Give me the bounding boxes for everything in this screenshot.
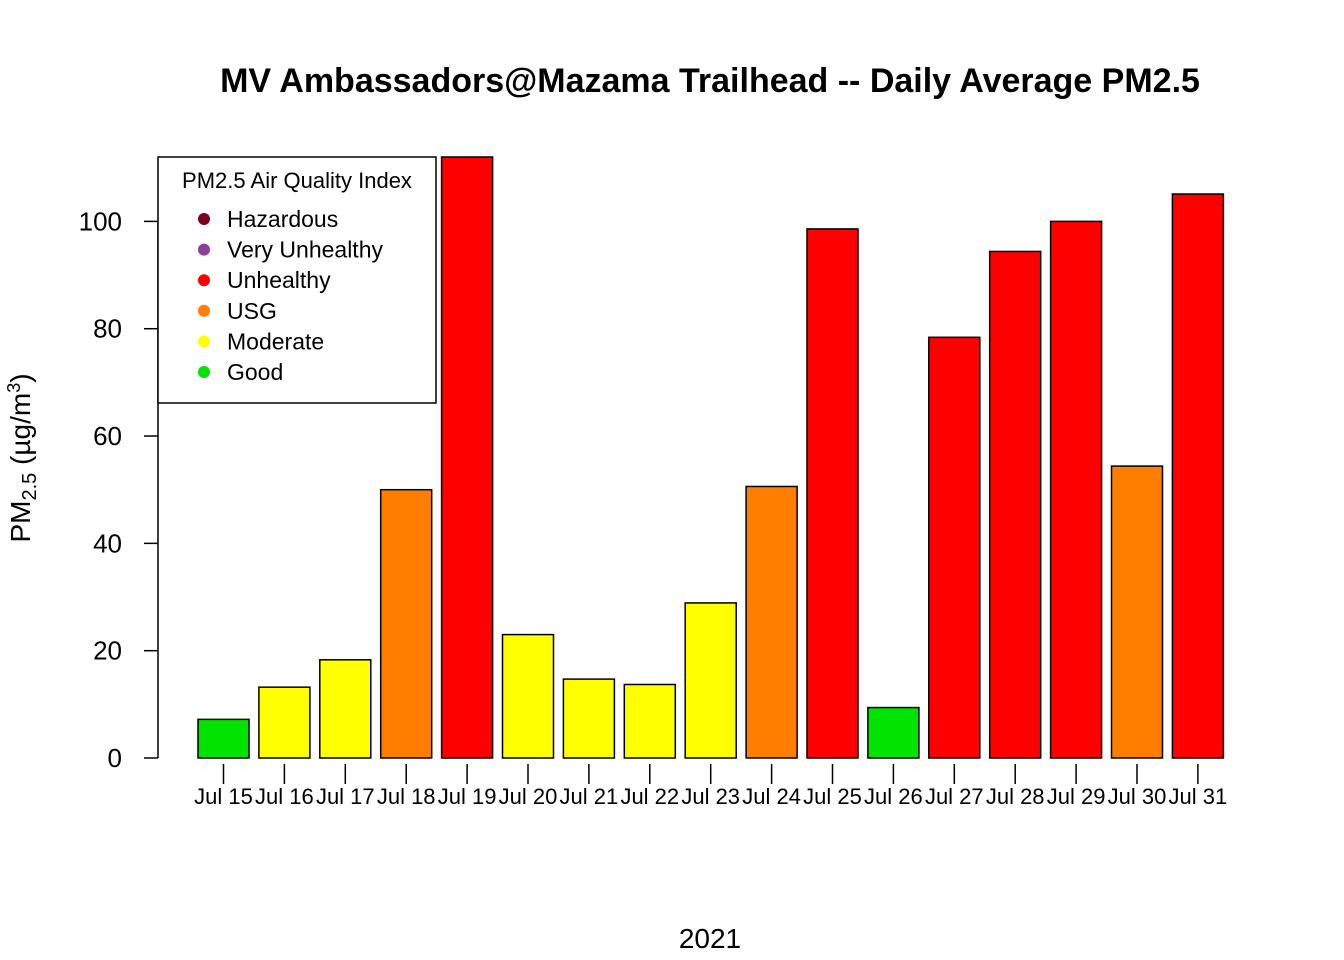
bar (562, 678, 616, 759)
y-axis-label-sub: 2.5 (19, 473, 41, 501)
x-tick-label: Jul 24 (742, 784, 801, 809)
x-axis: Jul 15 Jul 16 Jul 17 Jul 18 Jul 19 Jul 20 Jul … (194, 764, 1227, 809)
chart-title: MV Ambassadors@Mazama Trailhead -- Daily… (220, 62, 1200, 100)
x-tick-label: Jul 31 (1169, 784, 1228, 809)
y-tick-label: 100 (79, 206, 122, 236)
y-axis-label-unit-prefix: ( (5, 455, 36, 473)
legend-label: Unhealthy (227, 267, 331, 293)
y-axis-label: PM2.5 (µg/m3) (4, 373, 41, 542)
y-tick-label: 40 (93, 528, 122, 558)
x-tick-label: Jul 19 (438, 784, 497, 809)
x-tick-label: Jul 18 (377, 784, 436, 809)
x-tick-label: Jul 27 (925, 784, 984, 809)
bar (928, 336, 981, 759)
bar (1110, 465, 1164, 759)
x-tick-label: Jul 29 (1047, 784, 1106, 809)
bar (379, 488, 433, 759)
bars (197, 156, 1225, 759)
x-tick-label: Jul 22 (620, 784, 679, 809)
y-axis-label-main: PM (5, 501, 36, 543)
legend-label: Hazardous (227, 206, 338, 232)
y-axis-label-unit-mid: g/m (5, 393, 36, 440)
legend-label: Very Unhealthy (227, 237, 383, 263)
y-axis: 0 20 40 60 80 100 (79, 206, 159, 773)
bar (806, 228, 859, 759)
bar (501, 633, 555, 759)
legend-label: Moderate (227, 328, 324, 354)
bar (258, 686, 311, 759)
bar (623, 683, 677, 759)
y-tick-label: 80 (93, 314, 122, 344)
legend-marker (198, 243, 210, 256)
bar (745, 485, 798, 759)
bar (440, 156, 494, 759)
x-tick-label: Jul 23 (681, 784, 740, 809)
y-axis-label-unit-sup: 3 (4, 383, 24, 393)
legend-marker (198, 366, 210, 378)
legend-marker (198, 274, 210, 287)
legend-marker (198, 213, 210, 225)
bar (988, 250, 1042, 759)
legend-label: USG (227, 298, 277, 324)
legend: PM2.5 Air Quality Index Hazardous Very Un… (157, 156, 437, 404)
bar (867, 706, 920, 759)
bar (319, 659, 372, 759)
bar (1049, 220, 1103, 759)
bar (684, 602, 737, 759)
x-axis-label: 2021 (679, 923, 741, 954)
y-axis-label-unit-suffix: ) (5, 373, 36, 382)
x-tick-label: Jul 26 (864, 784, 923, 809)
legend-marker (198, 304, 210, 317)
y-axis-label-unit-mu: µ (5, 439, 36, 455)
x-tick-label: Jul 16 (255, 784, 314, 809)
bar (1171, 193, 1225, 759)
x-tick-label: Jul 15 (194, 784, 253, 809)
legend-items: Hazardous Very Unhealthy Unhealthy USG Moder… (198, 206, 383, 385)
bar (197, 718, 250, 759)
x-tick-label: Jul 30 (1108, 784, 1167, 809)
x-tick-label: Jul 25 (803, 784, 862, 809)
x-tick-label: Jul 17 (316, 784, 375, 809)
y-tick-label: 0 (108, 743, 122, 773)
y-tick-label: 20 (93, 636, 122, 666)
x-tick-label: Jul 20 (499, 784, 558, 809)
x-tick-label: Jul 28 (986, 784, 1045, 809)
legend-title: PM2.5 Air Quality Index (182, 168, 412, 193)
x-tick-label: Jul 21 (560, 784, 619, 809)
legend-label: Good (227, 359, 283, 385)
legend-marker (198, 335, 210, 348)
y-tick-label: 60 (93, 421, 122, 451)
